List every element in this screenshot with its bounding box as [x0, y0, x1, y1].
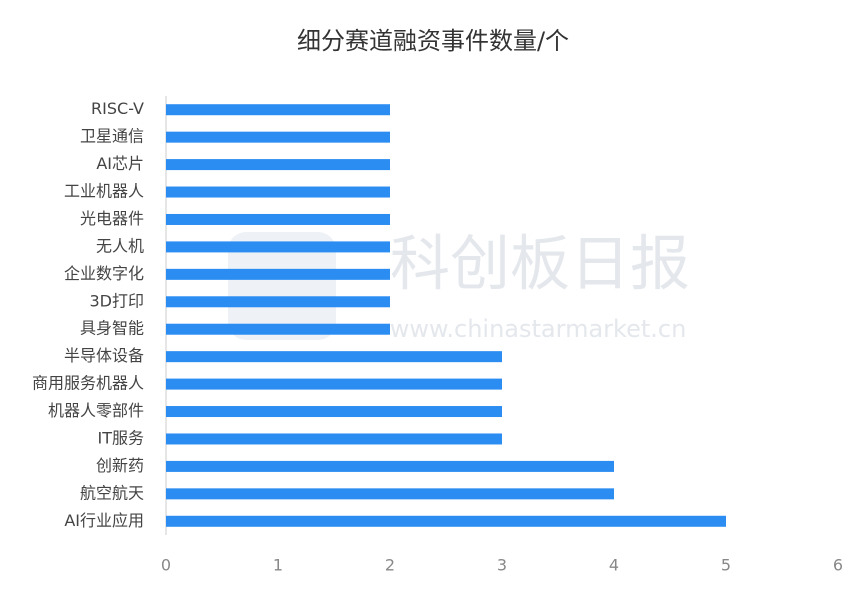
bar [166, 488, 614, 500]
watermark-logo [228, 232, 336, 340]
y-tick-label: AI芯片 [96, 154, 144, 173]
y-tick-label: RISC-V [91, 99, 144, 118]
x-tick-label: 0 [161, 556, 171, 575]
x-tick-label: 5 [721, 556, 731, 575]
x-tick-label: 4 [609, 556, 619, 575]
bar [166, 104, 390, 116]
y-tick-label: 无人机 [96, 236, 144, 255]
bar [166, 515, 726, 527]
y-tick-label: 卫星通信 [80, 127, 144, 146]
y-tick-label: 机器人零部件 [48, 401, 144, 420]
chart-title: 细分赛道融资事件数量/个 [297, 27, 569, 55]
y-tick-label: 3D打印 [89, 291, 144, 310]
y-tick-label: 具身智能 [80, 319, 144, 338]
bar [166, 159, 390, 171]
bar [166, 186, 390, 198]
y-tick-label: 企业数字化 [64, 264, 144, 283]
bar [166, 268, 390, 280]
y-tick-label: 商用服务机器人 [32, 374, 144, 393]
y-tick-label: 航空航天 [80, 483, 144, 502]
bar [166, 378, 502, 390]
y-tick-label: 光电器件 [80, 209, 144, 228]
bar [166, 406, 502, 418]
bar [166, 241, 390, 253]
bar [166, 323, 390, 335]
bar [166, 460, 614, 472]
y-tick-label: IT服务 [98, 428, 145, 447]
bar [166, 213, 390, 225]
y-tick-label: 创新药 [96, 456, 144, 475]
y-tick-label: AI行业应用 [64, 511, 144, 530]
y-tick-label: 半导体设备 [64, 346, 144, 365]
watermark: 科创板日报 [390, 230, 690, 300]
bar [166, 351, 502, 363]
watermark-url: www.chinastarmarket.cn [390, 315, 687, 343]
x-tick-label: 3 [497, 556, 507, 575]
bar [166, 433, 502, 445]
x-tick-label: 1 [273, 556, 283, 575]
bar [166, 131, 390, 143]
y-tick-label: 工业机器人 [64, 182, 144, 201]
bar [166, 296, 390, 308]
x-tick-label: 6 [833, 556, 843, 575]
x-tick-label: 2 [385, 556, 395, 575]
